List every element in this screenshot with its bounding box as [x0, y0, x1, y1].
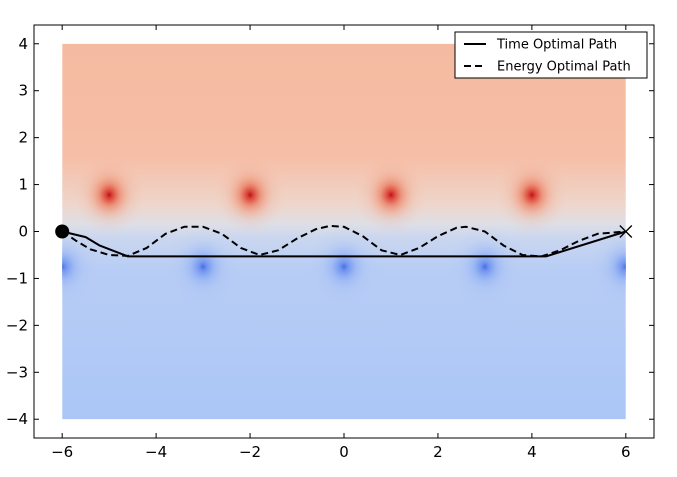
marker-layer: [55, 224, 633, 239]
x-tick-label: 0: [339, 443, 349, 461]
warm-peak-0: [85, 169, 133, 221]
legend: Time Optimal Path Energy Optimal Path: [454, 31, 648, 79]
cool-peak-3: [459, 238, 511, 295]
vector-field-heatmap: [62, 43, 626, 420]
y-tick-label: 4: [18, 35, 28, 53]
y-tick-label: −4: [6, 410, 28, 428]
cool-peak-1: [177, 238, 229, 295]
cool-peak-2: [318, 238, 370, 295]
x-tick-label: −4: [145, 443, 167, 461]
y-tick-label: 0: [18, 223, 28, 241]
warm-peak-1: [226, 169, 274, 221]
x-tick-label: 2: [433, 443, 443, 461]
cool-peak-0: [62, 238, 89, 295]
x-tick-label: 6: [621, 443, 631, 461]
tick-layer: −6 −4 −2 0 2 4 6 −4 −3 −2 −1 0 1 2 3 4: [6, 25, 654, 461]
y-tick-label: −1: [6, 269, 28, 287]
warm-peak-2: [367, 169, 415, 221]
series-line-energy-optimal: [61, 224, 626, 258]
start-marker: [55, 224, 70, 239]
legend-label: Time Optimal Path: [496, 38, 617, 53]
y-tick-label: −2: [6, 316, 28, 334]
series-layer: [61, 224, 627, 258]
y-tick-label: −3: [6, 363, 28, 381]
series-line-time-optimal: [61, 230, 627, 258]
x-tick-label: −2: [239, 443, 261, 461]
end-marker: [619, 225, 633, 238]
y-tick-label: 3: [18, 82, 28, 100]
cool-peak-4: [599, 238, 626, 295]
y-tick-label: 2: [18, 129, 28, 147]
x-tick-label: 4: [527, 443, 537, 461]
legend-box: [454, 31, 648, 79]
warm-peak-3: [508, 169, 556, 221]
legend-label: Energy Optimal Path: [497, 60, 631, 75]
x-tick-label: −6: [51, 443, 73, 461]
y-tick-label: 1: [18, 176, 28, 194]
